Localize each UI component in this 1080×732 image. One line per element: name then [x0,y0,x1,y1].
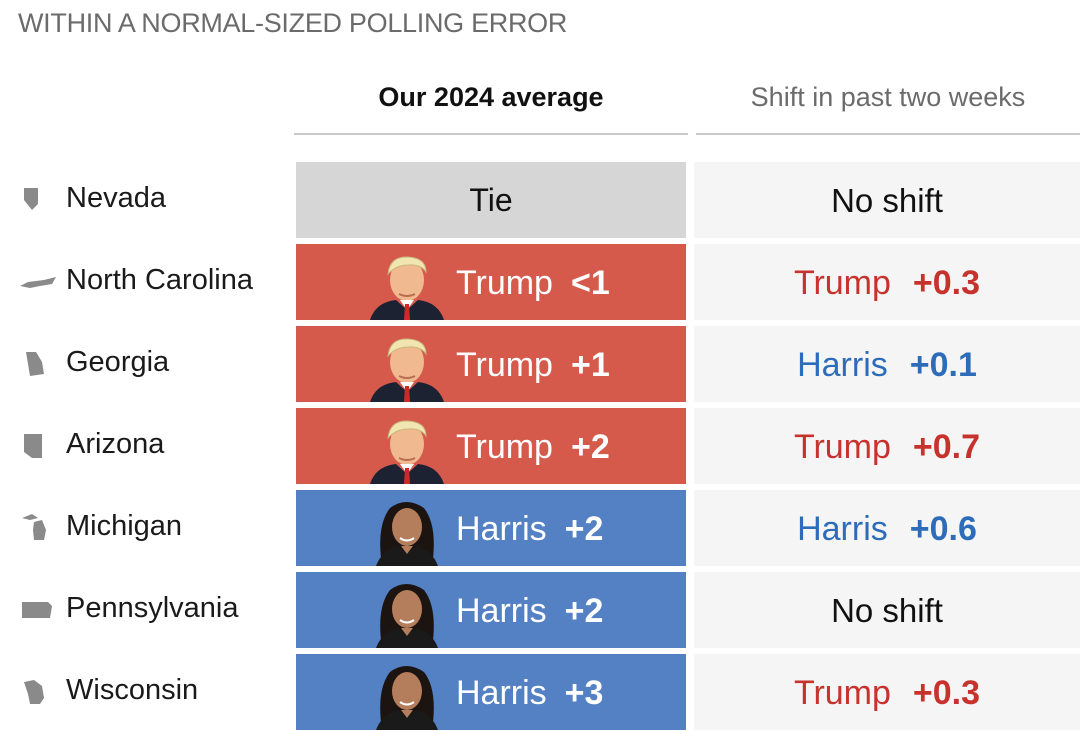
state-name: Nevada [66,182,166,214]
average-label: Harris +2 [456,490,603,566]
shift-margin: +0.6 [909,510,977,548]
table-row: Wisconsin Harris +3 Trump +0.3 [0,654,1080,730]
shift-cell: Trump +0.3 [694,654,1080,730]
state-name: Pennsylvania [66,592,239,624]
average-margin: <1 [570,264,610,302]
average-margin: +2 [570,428,610,466]
average-label: Trump <1 [456,244,610,320]
pennsylvania-shape-icon [18,572,58,648]
shift-candidate: Harris [797,346,888,384]
average-cell: Harris +2 [296,490,686,566]
shift-none-label: No shift [831,182,943,219]
column-header-average: Our 2024 average [378,82,604,112]
column-rule-shift [696,133,1080,135]
shift-margin: +0.1 [909,346,977,384]
average-candidate: Trump [456,346,553,384]
state-name: Wisconsin [66,674,199,706]
shift-cell: Trump +0.7 [694,408,1080,484]
average-label: Harris +3 [456,654,603,730]
average-cell: Trump +2 [296,408,686,484]
arizona-shape-icon [18,408,58,484]
harris-portrait-icon [366,496,448,566]
shift-margin: +0.3 [912,674,981,712]
state-name: Georgia [66,346,170,378]
average-margin: +3 [564,674,604,712]
average-label: Harris +2 [456,572,603,648]
state-name: Arizona [66,428,165,460]
nevada-shape-icon [18,162,58,238]
column-header-shift: Shift in past two weeks [750,82,1026,112]
average-cell: Harris +3 [296,654,686,730]
harris-portrait-icon [366,660,448,730]
trump-portrait-icon [366,332,448,402]
shift-cell: No shift [694,572,1080,648]
state-name: Michigan [66,510,183,542]
shift-candidate: Trump [793,264,891,302]
average-margin: +2 [564,510,604,548]
average-cell: Tie [296,162,686,238]
table-row: Georgia Trump +1 Harris +0.1 [0,326,1080,402]
trump-portrait-icon [366,414,448,484]
average-margin: +2 [564,592,604,630]
column-rule-average [294,133,688,135]
average-cell: Harris +2 [296,572,686,648]
shift-cell: Harris +0.6 [694,490,1080,566]
state-name: North Carolina [66,264,253,296]
shift-cell: Trump +0.3 [694,244,1080,320]
shift-cell: No shift [694,162,1080,238]
average-candidate: Harris [456,674,547,712]
average-margin: +1 [570,346,610,384]
trump-portrait-icon [366,250,448,320]
shift-candidate: Harris [797,510,888,548]
harris-portrait-icon [366,578,448,648]
shift-margin: +0.3 [912,264,981,302]
average-label: Trump +1 [456,326,610,402]
average-tie-label: Tie [469,182,513,218]
shift-candidate: Trump [793,674,891,712]
average-candidate: Harris [456,592,547,630]
wisconsin-shape-icon [18,654,58,730]
shift-candidate: Trump [793,428,891,466]
average-candidate: Trump [456,264,553,302]
table-row: Pennsylvania Harris +2 No shift [0,572,1080,648]
shift-none-label: No shift [831,592,943,629]
north-carolina-shape-icon [18,244,58,320]
table-row: Michigan Harris +2 Harris +0.6 [0,490,1080,566]
table-row: Nevada Tie No shift [0,162,1080,238]
section-label: WITHIN A NORMAL-SIZED POLLING ERROR [18,8,568,38]
shift-margin: +0.7 [912,428,981,466]
average-cell: Trump +1 [296,326,686,402]
average-cell: Trump <1 [296,244,686,320]
shift-cell: Harris +0.1 [694,326,1080,402]
table-row: North Carolina Trump <1 Trump +0.3 [0,244,1080,320]
average-candidate: Harris [456,510,547,548]
georgia-shape-icon [18,326,58,402]
table-row: Arizona Trump +2 Trump +0.7 [0,408,1080,484]
average-label: Trump +2 [456,408,610,484]
average-candidate: Trump [456,428,553,466]
michigan-shape-icon [18,490,58,566]
